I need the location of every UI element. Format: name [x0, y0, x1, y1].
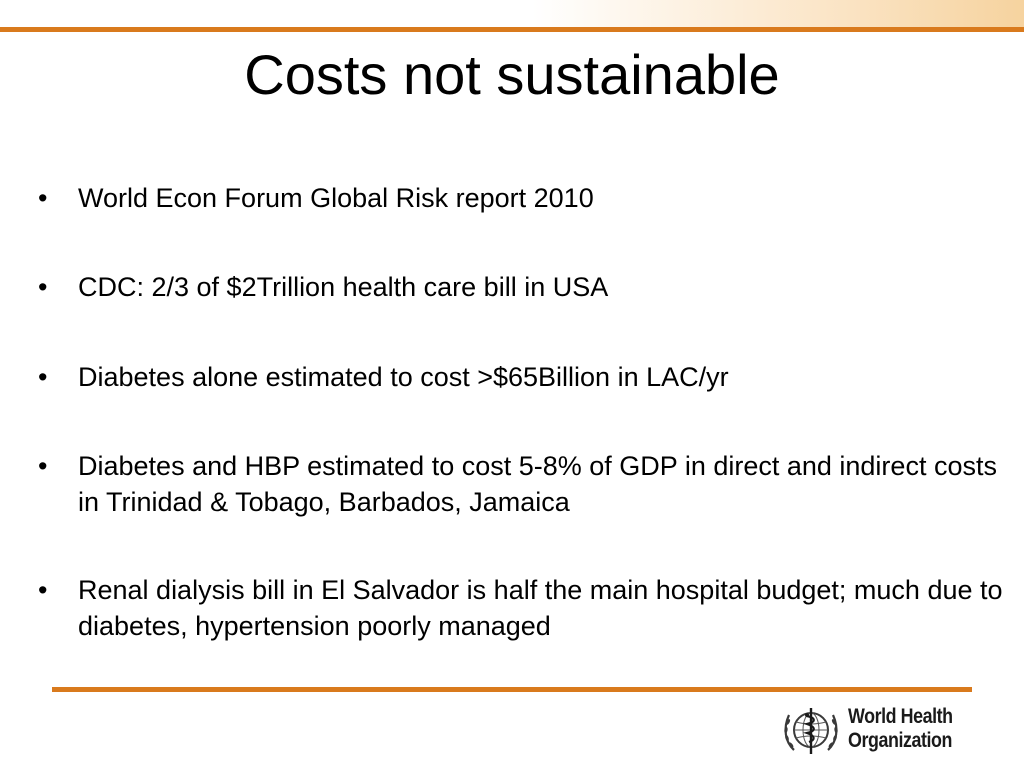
bullet-item: • CDC: 2/3 of $2Trillion health care bil… — [38, 269, 1013, 305]
bullet-text: CDC: 2/3 of $2Trillion health care bill … — [78, 272, 609, 302]
bullet-marker: • — [38, 272, 48, 302]
bullet-marker: • — [38, 575, 48, 605]
who-wordmark-line-2: Organization — [848, 729, 952, 752]
bullet-item: • Renal dialysis bill in El Salvador is … — [38, 572, 1013, 644]
bullet-marker: • — [38, 451, 48, 481]
bullet-item: • Diabetes and HBP estimated to cost 5-8… — [38, 448, 1013, 520]
top-accent-rule — [0, 27, 1024, 32]
who-logo: World Health Organization — [780, 698, 980, 762]
who-emblem-icon — [780, 700, 842, 760]
who-wordmark: World Health Organization — [848, 705, 953, 753]
bullet-text: Diabetes alone estimated to cost >$65Bil… — [78, 362, 729, 392]
bullet-item: • World Econ Forum Global Risk report 20… — [38, 180, 1013, 216]
bullet-text: Renal dialysis bill in El Salvador is ha… — [78, 575, 1003, 641]
bullet-item: • Diabetes alone estimated to cost >$65B… — [38, 359, 1013, 395]
bullet-text: World Econ Forum Global Risk report 2010 — [78, 183, 594, 213]
bullet-marker: • — [38, 183, 48, 213]
bullet-list: • World Econ Forum Global Risk report 20… — [38, 180, 1013, 644]
slide-title: Costs not sustainable — [244, 43, 780, 106]
bullet-text: Diabetes and HBP estimated to cost 5-8% … — [78, 451, 997, 517]
top-gradient-band — [0, 0, 1024, 30]
bullet-marker: • — [38, 362, 48, 392]
bottom-accent-rule — [52, 687, 972, 692]
who-wordmark-line-1: World Health — [848, 705, 953, 728]
